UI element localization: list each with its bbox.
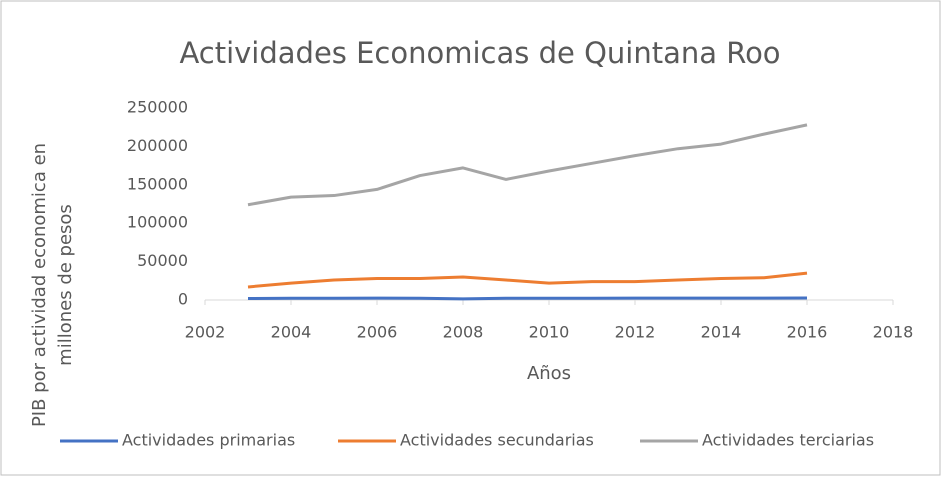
y-tick-label: 0 (178, 290, 188, 309)
x-tick-label: 2014 (701, 323, 742, 342)
x-tick-label: 2012 (615, 323, 656, 342)
y-tick-label: 200000 (127, 136, 188, 155)
x-tick-label: 2010 (529, 323, 570, 342)
x-tick-label: 2008 (443, 323, 484, 342)
x-tick-label: 2006 (357, 323, 398, 342)
y-tick-label: 150000 (127, 174, 188, 193)
series-line (247, 296, 808, 301)
legend-label: Actividades secundarias (400, 431, 594, 450)
chart-title: Actividades Economicas de Quintana Roo (179, 36, 780, 70)
y-tick-label: 250000 (127, 98, 188, 117)
y-axis-label: PIB por actividad economica en (29, 143, 50, 427)
y-tick-label: 50000 (137, 251, 188, 270)
x-tick-label: 2002 (185, 323, 226, 342)
x-tick-label: 2018 (873, 323, 914, 342)
x-tick-label: 2004 (271, 323, 312, 342)
y-tick-label: 100000 (127, 213, 188, 232)
legend-label: Actividades primarias (122, 431, 295, 450)
x-axis-label: Años (527, 363, 571, 384)
series-line (247, 271, 808, 289)
y-axis-label: millones de pesos (55, 204, 76, 366)
legend-label: Actividades terciarias (702, 431, 874, 450)
x-tick-label: 2016 (787, 323, 828, 342)
series-line (247, 123, 808, 207)
